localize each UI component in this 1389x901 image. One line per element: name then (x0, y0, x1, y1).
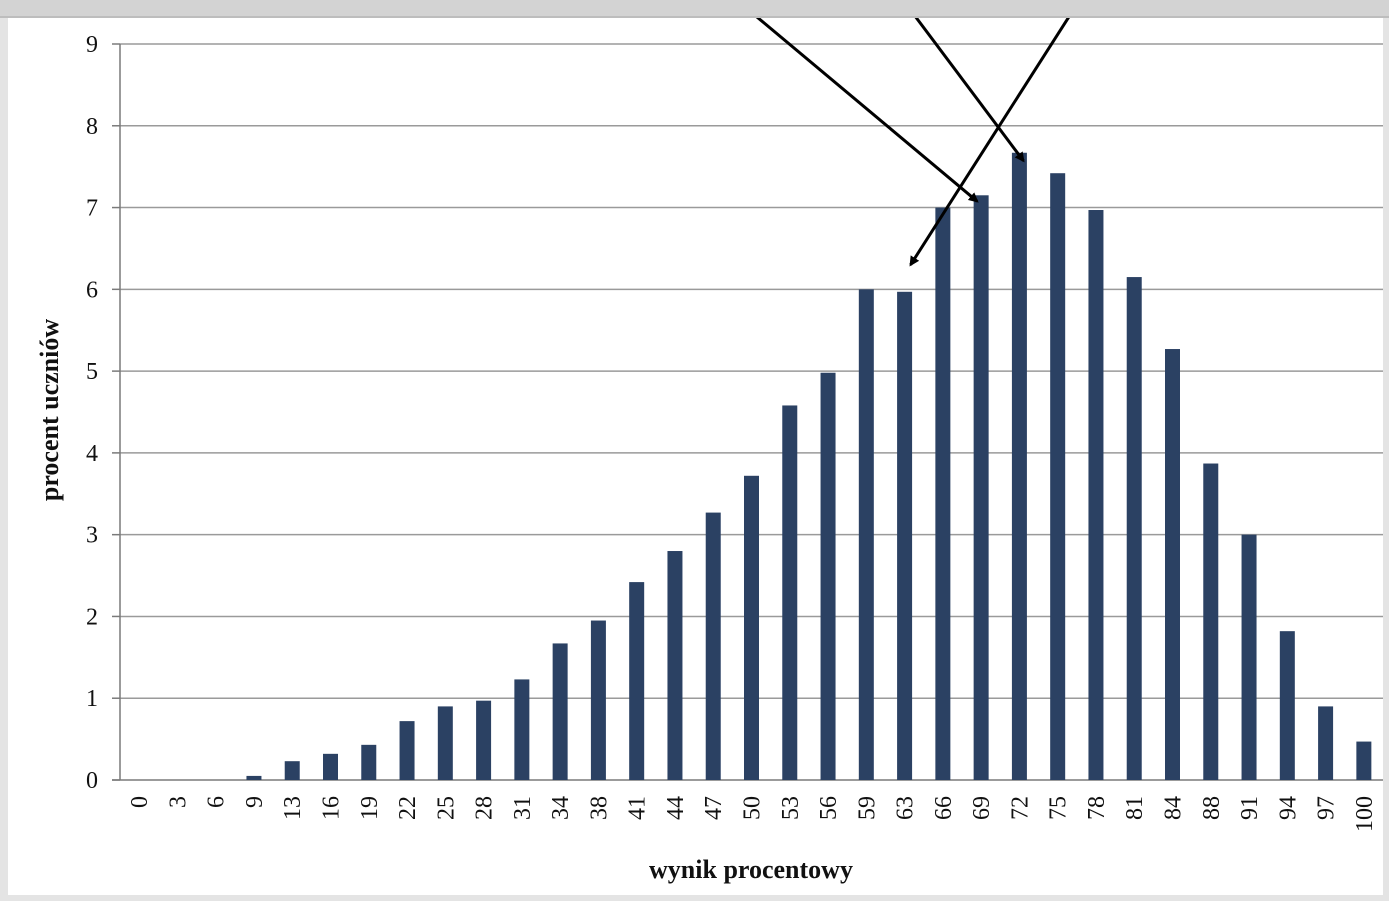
x-tick-label: 69 (969, 796, 995, 820)
bar (514, 679, 530, 780)
bar (476, 700, 492, 780)
bars (246, 152, 1372, 781)
x-tick-label: 94 (1275, 796, 1301, 820)
x-tick-label: 16 (319, 796, 345, 820)
annotation-arrow (914, 18, 1025, 163)
y-axis-title: procent uczniów (35, 319, 64, 501)
x-tick-label: 6 (204, 796, 230, 808)
x-tick-label: 78 (1084, 796, 1110, 820)
window-top-strip (0, 0, 1389, 18)
x-tick-label: 75 (1046, 796, 1072, 820)
bar (1011, 152, 1027, 780)
annotation-arrow (755, 18, 979, 203)
y-tick-label: 7 (86, 196, 98, 222)
annotation-arrows (755, 18, 1070, 267)
y-tick-label: 6 (86, 277, 98, 303)
x-tick-label: 19 (357, 796, 383, 820)
x-tick-label: 59 (854, 796, 880, 820)
x-tick-label: 31 (510, 796, 536, 820)
x-tick-label: 91 (1237, 796, 1263, 820)
bar (858, 289, 874, 780)
bar (246, 775, 262, 780)
x-tick-label: 0 (127, 796, 153, 808)
y-tick-label: 0 (86, 768, 98, 794)
bar (820, 372, 836, 780)
bar (629, 582, 645, 780)
bar (590, 620, 606, 780)
x-tick-label: 72 (1007, 796, 1033, 820)
bar (1126, 277, 1142, 780)
x-tick-label: 3 (165, 796, 191, 808)
x-tick-label: 9 (242, 796, 268, 808)
y-tick-label: 9 (86, 32, 98, 58)
bar (552, 643, 568, 780)
x-tick-label: 34 (548, 796, 574, 820)
x-axis-title: wynik procentowy (649, 855, 853, 884)
bar (782, 405, 798, 780)
y-tick-label: 3 (86, 523, 98, 549)
y-tick-label: 5 (86, 359, 98, 385)
bar (935, 207, 951, 781)
bar (1356, 741, 1372, 780)
annotation-arrow (909, 18, 1070, 267)
bar (284, 761, 300, 780)
y-tick-label: 1 (86, 686, 98, 712)
bar (897, 291, 913, 780)
x-tick-label: 22 (395, 796, 421, 820)
bar (1241, 534, 1257, 780)
x-tick-label: 44 (663, 796, 689, 820)
y-tick-labels: 0 1 2 3 4 5 6 7 8 9 (86, 32, 98, 794)
bar (1165, 349, 1180, 780)
y-tick-label: 4 (86, 441, 98, 467)
bar (744, 475, 759, 780)
x-tick-label: 41 (625, 796, 651, 820)
x-tick-label: 63 (893, 796, 919, 820)
bar (1318, 706, 1334, 780)
x-tick-label: 13 (280, 796, 306, 820)
x-tick-label: 88 (1199, 796, 1225, 820)
bar (1088, 210, 1104, 780)
gridlines (120, 43, 1383, 699)
bar (399, 721, 415, 780)
bar (1203, 463, 1219, 780)
bar (437, 706, 453, 780)
x-tick-label: 66 (931, 796, 957, 820)
x-tick-label: 50 (740, 796, 766, 820)
x-tick-label: 56 (816, 796, 842, 820)
x-tick-label: 97 (1314, 796, 1340, 820)
bar (361, 744, 377, 780)
x-tick-label: 81 (1122, 796, 1148, 820)
x-tick-label: 100 (1352, 796, 1378, 832)
x-tick-labels: 0 3 6 9 13 16 19 22 25 28 31 34 38 41 44 47 50 53 56 59 63 66… (127, 796, 1378, 832)
x-tick-label: 47 (701, 796, 727, 820)
bar (705, 512, 721, 780)
bar (1279, 631, 1295, 780)
x-tick-label: 53 (778, 796, 804, 820)
x-tick-label: 38 (586, 796, 612, 820)
x-tick-label: 84 (1161, 796, 1187, 820)
bar (667, 551, 683, 780)
bar (323, 753, 338, 780)
x-tick-label: 28 (472, 796, 498, 820)
x-tick-label: 25 (433, 796, 459, 820)
bar (973, 195, 989, 781)
y-tick-label: 2 (86, 604, 98, 630)
bar (1050, 173, 1066, 781)
y-tick-label: 8 (86, 114, 98, 140)
